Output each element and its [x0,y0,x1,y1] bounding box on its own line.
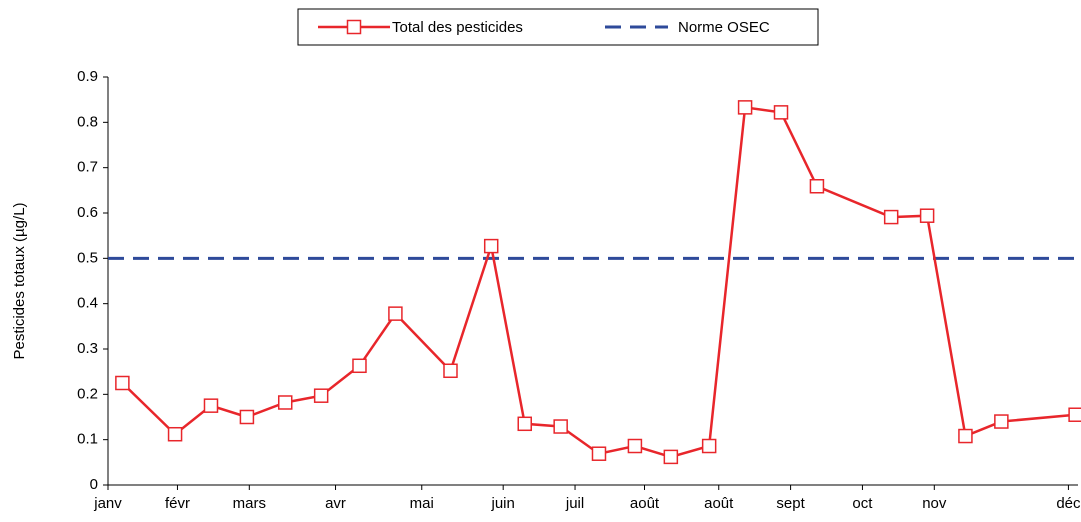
point-marker [737,100,753,115]
point-marker [919,208,935,223]
x-tick-label: nov [922,495,947,512]
point-marker [483,238,499,254]
point-marker [1068,407,1081,422]
point-marker [883,209,899,225]
y-tick-label: 0.2 [77,385,98,402]
x-tick-label: janv [93,495,122,512]
series-line [121,105,1076,459]
x-tick-label: mars [233,495,266,512]
legend-marker [346,19,362,35]
point-marker [553,419,568,434]
x-tick-label: oct [852,495,873,512]
point-marker [701,438,717,454]
y-axis-label: Pesticides totaux (µg/L) [11,202,28,359]
point-marker [663,449,679,465]
y-tick-label: 0.3 [77,340,98,357]
x-tick-label: août [704,495,734,512]
point-marker [994,414,1009,429]
y-tick-label: 0.8 [77,113,98,130]
point-marker [958,428,973,444]
point-marker [809,179,825,194]
x-tick-label: mai [410,495,434,512]
point-marker [167,426,183,442]
point-marker [115,375,130,391]
y-tick-label: 0.6 [77,204,98,221]
point-marker [773,105,789,120]
point-marker [239,409,255,425]
x-tick-label: juil [565,495,584,512]
x-tick-label: févr [165,495,190,512]
point-marker [203,398,219,413]
point-marker [352,358,367,374]
x-tick-label: sept [776,495,805,512]
point-marker [591,446,607,461]
x-tick-label: déc [1056,495,1081,512]
point-marker [313,388,329,403]
legend-label: Total des pesticides [392,19,523,36]
point-marker [277,395,293,410]
point-marker [443,363,458,379]
point-marker [517,416,532,432]
y-tick-label: 0.9 [77,68,98,85]
x-tick-label: août [630,495,660,512]
x-tick-label: juin [491,495,515,512]
y-tick-label: 0.4 [77,295,98,312]
y-tick-label: 0.7 [77,159,98,176]
point-marker [627,438,643,454]
legend-label: Norme OSEC [678,19,770,36]
point-marker [388,306,403,321]
y-tick-label: 0.5 [77,249,98,266]
y-tick-label: 0.1 [77,431,98,448]
x-tick-label: avr [325,495,346,512]
y-tick-label: 0 [90,476,98,493]
